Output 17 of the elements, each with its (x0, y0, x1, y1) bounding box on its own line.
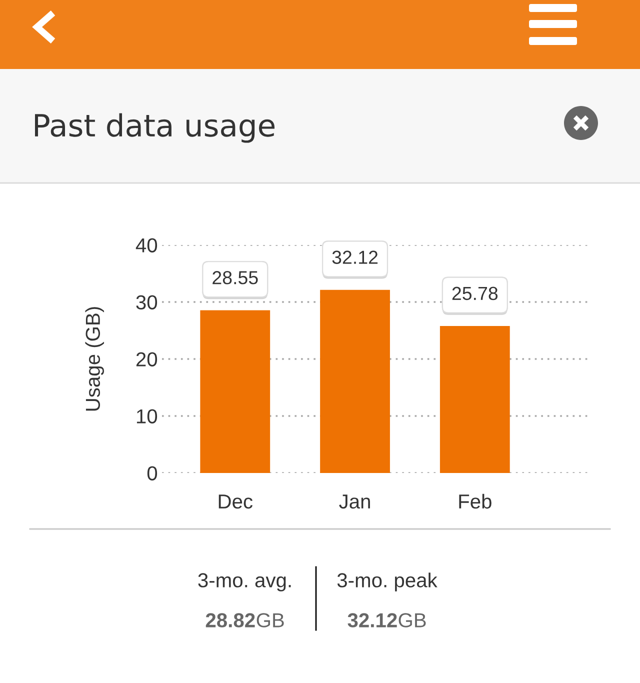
y-tick-label: 10 (136, 409, 158, 424)
x-tick-label: Feb (459, 494, 492, 509)
x-tick-label: Dec (218, 494, 253, 509)
data-label: 28.55 (212, 271, 258, 284)
chart-title: Past data usage (35, 113, 275, 143)
data-label: 32.12 (332, 250, 378, 264)
y-tick-label: 20 (136, 352, 158, 366)
x-tick-label: Jan (339, 494, 370, 509)
text: 3-mo. peak (337, 572, 438, 592)
y-tick-label: 30 (136, 295, 158, 310)
data-label: 25.78 (452, 286, 498, 300)
y-tick-label: 0 (147, 466, 158, 480)
text: 32.12GB (348, 613, 426, 628)
text: 28.82GB (206, 613, 284, 628)
text: 3-mo. avg. (198, 573, 291, 592)
y-axis-title: Usage (GB) (85, 307, 104, 411)
y-tick-label: 40 (136, 238, 158, 252)
